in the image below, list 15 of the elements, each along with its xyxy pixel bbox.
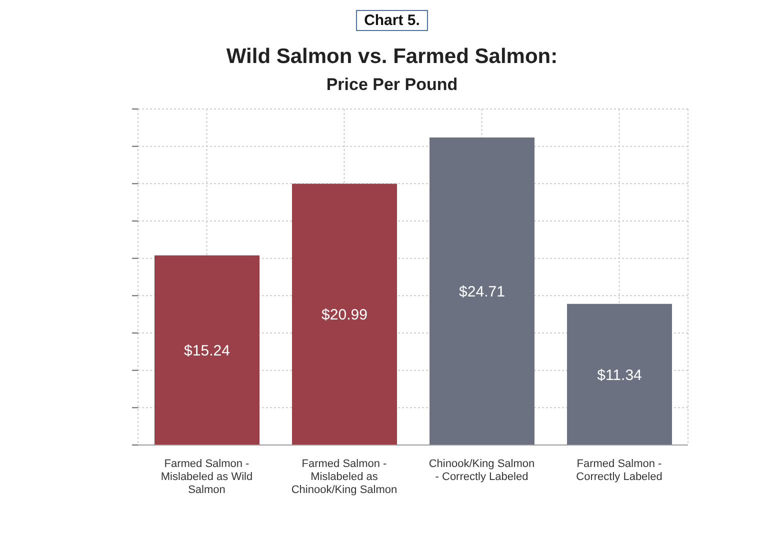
data-label: $20.99: [322, 306, 368, 324]
bar: [567, 304, 672, 445]
data-label: $11.34: [597, 366, 642, 384]
x-tick-label: Chinook/King Salmon - Correctly Labeled: [428, 458, 535, 483]
data-label: $15.24: [184, 342, 230, 360]
chart-title: Wild Salmon vs. Farmed Salmon:: [225, 45, 559, 69]
caption: Chart 5.: [356, 10, 428, 31]
bar: [430, 138, 534, 445]
x-tick-label: Farmed Salmon - Mislabeled as Wild Salmon: [160, 458, 253, 496]
bar: [292, 184, 397, 445]
chart-subtitle: Price Per Pound: [325, 75, 459, 95]
x-tick-label: Farmed Salmon - Correctly Labeled: [576, 458, 662, 483]
data-label: $24.71: [459, 284, 505, 301]
x-tick-label: Farmed Salmon - Mislabeled as Chinook/King Salmon: [291, 458, 398, 496]
bar: [154, 255, 260, 445]
